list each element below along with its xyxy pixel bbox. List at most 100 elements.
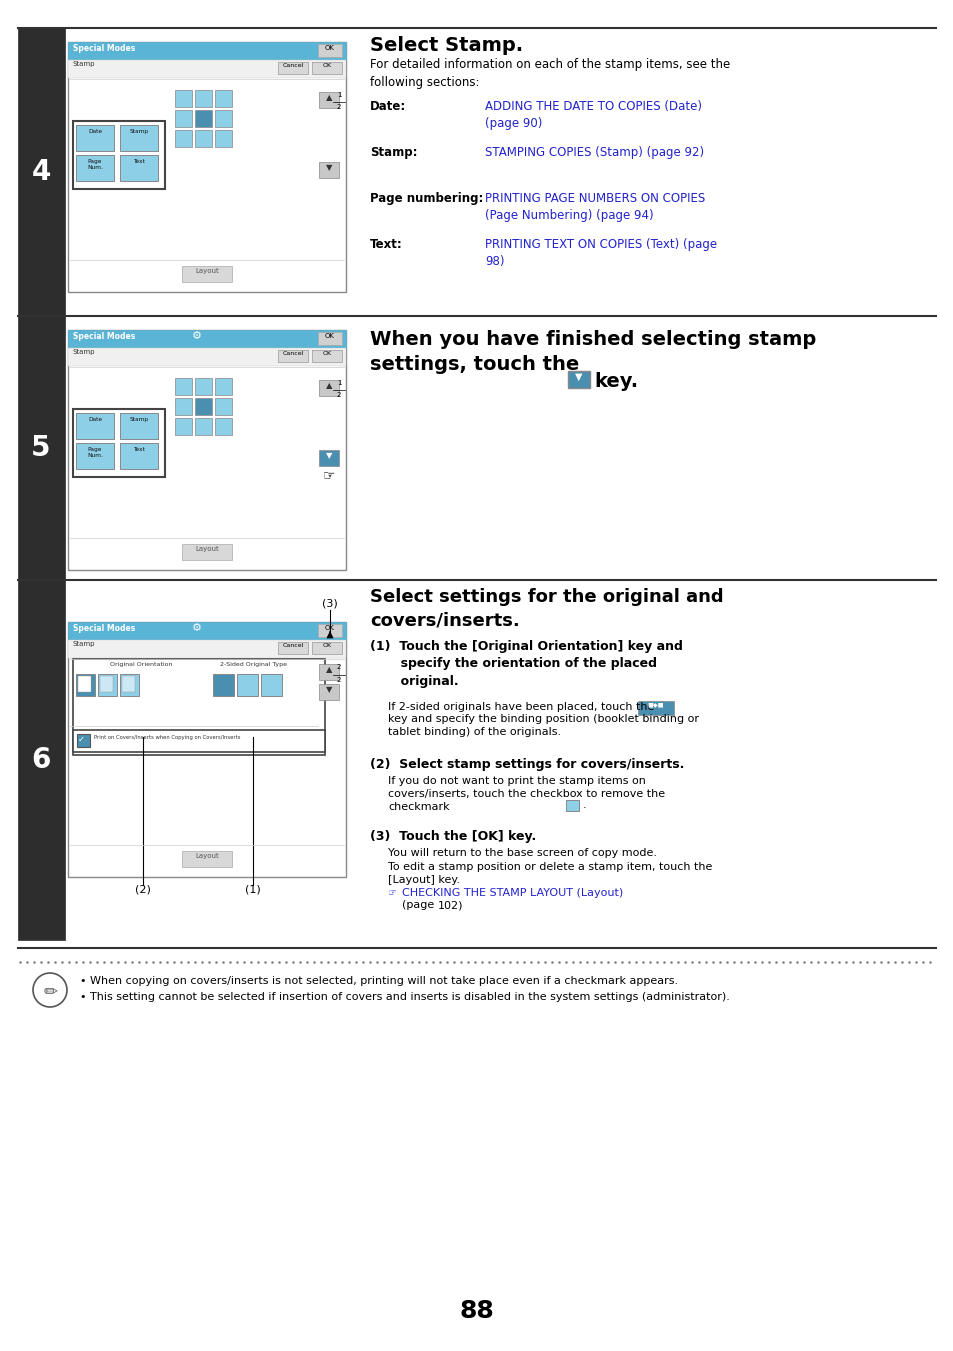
Bar xyxy=(174,378,192,394)
Bar xyxy=(213,674,233,696)
Bar xyxy=(567,372,589,388)
Bar xyxy=(182,851,232,867)
Bar xyxy=(120,443,158,469)
Text: 6: 6 xyxy=(31,746,51,774)
Text: 1: 1 xyxy=(336,92,341,99)
Bar xyxy=(100,676,112,692)
Bar xyxy=(312,62,341,74)
Text: PRINTING PAGE NUMBERS ON COPIES
(Page Numbering) (page 94): PRINTING PAGE NUMBERS ON COPIES (Page Nu… xyxy=(484,192,704,222)
Text: Date:: Date: xyxy=(370,100,406,113)
Text: ✓: ✓ xyxy=(77,735,85,744)
Bar xyxy=(73,409,165,477)
Text: Special Modes: Special Modes xyxy=(73,45,135,53)
Text: Cancel: Cancel xyxy=(282,63,303,68)
Bar xyxy=(18,580,65,940)
Bar xyxy=(78,676,91,692)
Text: 2: 2 xyxy=(336,104,341,109)
Bar xyxy=(68,349,346,366)
Bar xyxy=(261,674,282,696)
Text: To edit a stamp position or delete a stamp item, touch the
[Layout] key.: To edit a stamp position or delete a sta… xyxy=(388,862,712,885)
Bar xyxy=(318,92,338,108)
Bar xyxy=(214,399,232,415)
Text: 2: 2 xyxy=(336,677,341,684)
Text: Page
Num.: Page Num. xyxy=(87,159,103,170)
Bar xyxy=(318,162,338,178)
Text: Date: Date xyxy=(88,128,102,134)
Text: If 2-sided originals have been placed, touch the: If 2-sided originals have been placed, t… xyxy=(388,703,654,712)
Bar xyxy=(318,450,338,466)
Text: Layout: Layout xyxy=(195,267,218,274)
Circle shape xyxy=(33,973,67,1006)
Text: Stamp: Stamp xyxy=(73,61,95,68)
Text: Stamp: Stamp xyxy=(73,349,95,355)
Text: ⚙: ⚙ xyxy=(192,623,202,634)
Text: 88: 88 xyxy=(459,1300,494,1323)
Text: Text: Text xyxy=(132,159,145,163)
Bar xyxy=(214,417,232,435)
Text: Special Modes: Special Modes xyxy=(73,332,135,340)
Bar xyxy=(277,350,308,362)
Bar xyxy=(565,800,578,811)
Text: Select Stamp.: Select Stamp. xyxy=(370,36,522,55)
Bar xyxy=(317,332,341,345)
Bar xyxy=(182,544,232,561)
Bar xyxy=(73,122,165,189)
Text: OK: OK xyxy=(322,63,332,68)
Text: Text:: Text: xyxy=(370,238,402,251)
Text: 102): 102) xyxy=(437,900,463,911)
Bar xyxy=(76,126,113,151)
Text: Special Modes: Special Modes xyxy=(73,624,135,634)
Text: Print on Covers/Inserts when Copying on Covers/Inserts: Print on Covers/Inserts when Copying on … xyxy=(94,735,240,740)
Text: Cancel: Cancel xyxy=(282,643,303,648)
Text: When you have finished selecting stamp
settings, touch the: When you have finished selecting stamp s… xyxy=(370,330,816,374)
Bar xyxy=(73,659,325,755)
Text: OK: OK xyxy=(325,332,335,339)
Text: You will return to the base screen of copy mode.: You will return to the base screen of co… xyxy=(388,848,657,858)
Bar xyxy=(174,417,192,435)
Bar xyxy=(317,45,341,57)
Bar xyxy=(174,91,192,107)
Bar xyxy=(194,130,212,147)
Text: Stamp:: Stamp: xyxy=(370,146,417,159)
Text: (2): (2) xyxy=(135,885,151,894)
Text: 2: 2 xyxy=(336,663,341,670)
Bar xyxy=(68,330,346,570)
Text: For detailed information on each of the stamp items, see the
following sections:: For detailed information on each of the … xyxy=(370,58,729,89)
Text: Page
Num.: Page Num. xyxy=(87,447,103,458)
Text: Layout: Layout xyxy=(195,852,218,859)
Bar xyxy=(214,109,232,127)
Bar xyxy=(194,378,212,394)
Text: 1: 1 xyxy=(336,380,341,386)
Bar xyxy=(122,676,135,692)
Text: (3): (3) xyxy=(322,598,337,608)
Bar xyxy=(76,443,113,469)
Text: 2: 2 xyxy=(336,392,341,399)
Bar xyxy=(312,350,341,362)
Bar xyxy=(68,330,346,349)
Text: Date: Date xyxy=(88,417,102,422)
Bar xyxy=(68,640,346,658)
Text: 2-Sided Original Type: 2-Sided Original Type xyxy=(220,662,287,667)
Bar xyxy=(318,380,338,396)
Text: Layout: Layout xyxy=(195,546,218,553)
Text: ▼: ▼ xyxy=(325,685,332,694)
Text: ▼: ▼ xyxy=(575,372,582,382)
Bar xyxy=(214,91,232,107)
Text: OK: OK xyxy=(325,626,335,631)
Text: • This setting cannot be selected if insertion of covers and inserts is disabled: • This setting cannot be selected if ins… xyxy=(80,992,729,1002)
Bar xyxy=(194,417,212,435)
Bar xyxy=(317,624,341,638)
Text: key.: key. xyxy=(594,372,638,390)
Bar xyxy=(174,130,192,147)
Bar xyxy=(194,399,212,415)
Bar xyxy=(68,42,346,292)
Text: (3)  Touch the [OK] key.: (3) Touch the [OK] key. xyxy=(370,830,536,843)
Text: OK: OK xyxy=(322,351,332,357)
Bar xyxy=(18,316,65,580)
Bar xyxy=(236,674,257,696)
Text: (2)  Select stamp settings for covers/inserts.: (2) Select stamp settings for covers/ins… xyxy=(370,758,683,771)
Text: Stamp: Stamp xyxy=(130,128,149,134)
Text: ▲: ▲ xyxy=(325,93,332,101)
Text: ■◆■: ■◆■ xyxy=(647,703,663,707)
Bar xyxy=(73,730,325,753)
